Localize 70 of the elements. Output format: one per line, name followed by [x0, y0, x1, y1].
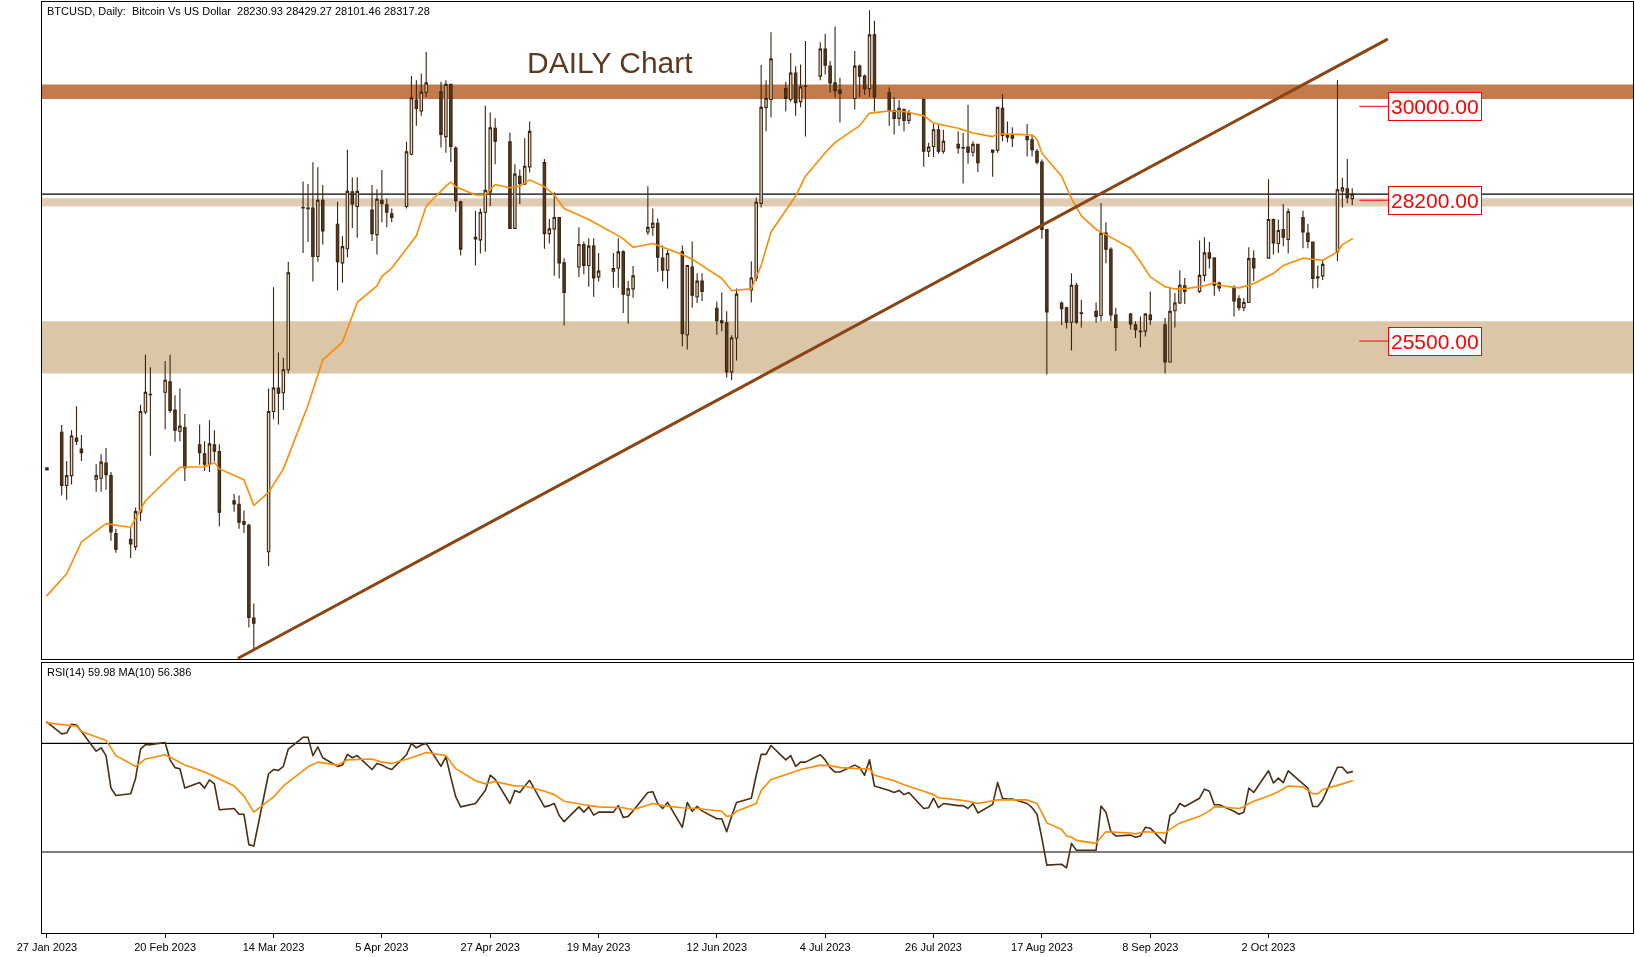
annotation: DAILY Chart [527, 46, 694, 79]
candlestick [1266, 178, 1271, 259]
candlestick [271, 286, 276, 420]
x-tick-label: 27 Jan 2023 [16, 941, 78, 954]
ref-line-label: 28200.00 [1391, 189, 1479, 212]
candlestick [1128, 312, 1133, 331]
candlestick [207, 419, 212, 473]
candlestick [931, 123, 936, 158]
candlestick [335, 201, 340, 292]
candlestick [59, 424, 64, 497]
x-tick-label: 17 Aug 2023 [1011, 941, 1073, 954]
candlestick [665, 249, 670, 289]
candlestick [1133, 320, 1138, 339]
x-tick-label: 14 Mar 2023 [242, 941, 305, 954]
candlestick [143, 354, 148, 415]
candlestick [1138, 316, 1143, 348]
candlestick [109, 471, 113, 542]
candlestick [345, 149, 350, 259]
candlestick [148, 366, 153, 457]
x-tick-label: 8 Sep 2023 [1122, 941, 1179, 954]
candlestick [276, 352, 281, 426]
candlestick [74, 405, 79, 446]
x-tick-label: 26 Jul 2023 [905, 941, 962, 954]
candlestick [803, 40, 808, 138]
candlestick [454, 145, 458, 213]
candlestick [197, 423, 202, 466]
candlestick [798, 64, 803, 108]
candlestick [872, 20, 877, 113]
x-tick-label: 19 May 2023 [566, 941, 631, 954]
candlestick [409, 75, 414, 156]
candlestick [114, 528, 118, 554]
candlestick [202, 440, 207, 472]
ref-line-label: 30000.00 [1391, 95, 1479, 118]
candlestick [79, 434, 84, 462]
candlestick [232, 493, 236, 513]
x-tick-label: 20 Feb 2023 [134, 941, 197, 954]
candlestick [458, 200, 463, 257]
candlestick [1345, 158, 1350, 204]
chart-title: RSI(14) 59.98 MA(10) 56.386 [47, 666, 192, 678]
candlestick [867, 9, 872, 98]
candlestick [389, 208, 394, 223]
candlestick [591, 237, 596, 298]
candlestick [1064, 306, 1069, 330]
candlestick [936, 124, 941, 155]
candlestick [941, 129, 946, 155]
chart-title: BTCUSD, Daily: Bitcoin Vs US Dollar 28230.93 28429.27 28101.46 28317.28 [47, 5, 430, 17]
x-tick-label: 12 Jun 2023 [686, 941, 748, 954]
x-tick-label: 2 Oct 2023 [1241, 941, 1296, 954]
ref-line-label: 25500.00 [1391, 330, 1479, 353]
candlestick [1197, 239, 1202, 294]
x-tick-label: 4 Jul 2023 [799, 941, 851, 954]
candlestick [680, 245, 685, 347]
x-tick-label: 5 Apr 2023 [355, 941, 409, 954]
candlestick [1335, 79, 1340, 262]
candlestick [1202, 236, 1207, 283]
candlestick [1059, 300, 1064, 326]
candlestick [473, 210, 478, 266]
candlestick [45, 467, 49, 471]
candlestick [1010, 126, 1015, 148]
candlestick [887, 87, 891, 127]
candlestick [1271, 217, 1276, 256]
candlestick [483, 105, 488, 253]
candlestick [921, 97, 926, 168]
candlestick [69, 429, 74, 486]
candlestick [734, 287, 739, 361]
candlestick [385, 198, 389, 228]
candlestick [1005, 120, 1010, 143]
x-tick-label: 27 Apr 2023 [460, 941, 520, 954]
candlestick [1069, 272, 1074, 352]
candlestick [340, 235, 345, 284]
